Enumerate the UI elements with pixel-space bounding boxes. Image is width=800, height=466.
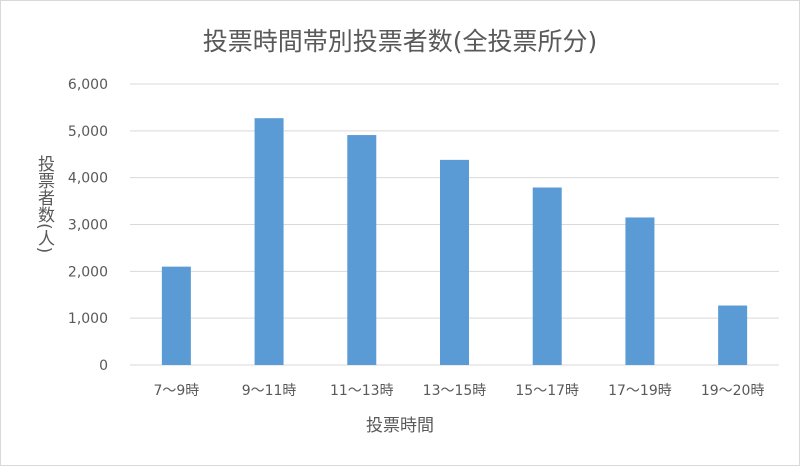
bar	[347, 135, 377, 365]
y-tick-label: 1,000	[68, 311, 108, 327]
x-tick-label: 9〜11時	[242, 383, 297, 399]
y-tick-label: 5,000	[68, 124, 108, 140]
bar	[532, 187, 562, 365]
chart-title: 投票時間帯別投票者数(全投票所分)	[202, 27, 598, 56]
bar	[254, 118, 284, 366]
x-tick-label: 17〜19時	[608, 383, 672, 399]
bar	[440, 159, 469, 365]
bar	[625, 217, 655, 365]
x-tick-label: 13〜15時	[423, 383, 487, 399]
x-tick-label: 7〜9時	[153, 383, 199, 399]
x-tick-label: 15〜17時	[515, 383, 579, 399]
y-tick-label: 4,000	[68, 171, 108, 187]
y-tick-label: 6,000	[68, 77, 108, 93]
y-tick-label: 3,000	[68, 218, 108, 234]
y-axis-label: 投票者数(人)	[34, 155, 54, 254]
bar	[718, 305, 748, 365]
y-tick-label: 2,000	[68, 264, 108, 280]
x-tick-label: 19〜20時	[701, 383, 765, 399]
bar	[161, 266, 191, 365]
x-tick-label: 11〜13時	[330, 383, 394, 399]
y-tick-label: 0	[99, 358, 108, 374]
x-axis-label: 投票時間	[366, 416, 434, 436]
